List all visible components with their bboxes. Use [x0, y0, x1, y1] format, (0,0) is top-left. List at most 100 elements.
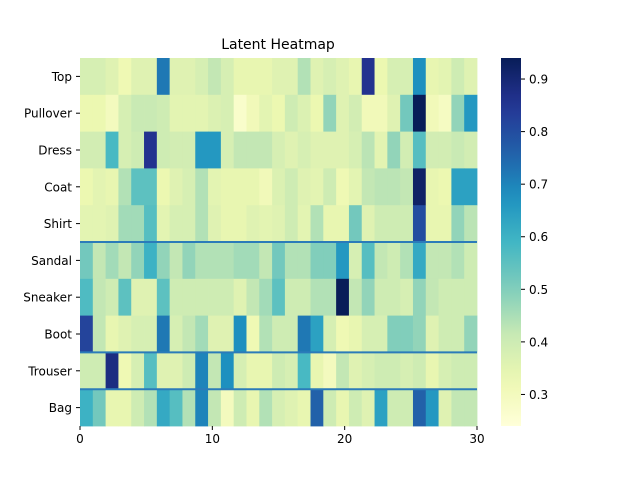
heatmap-cell [297, 205, 311, 243]
heatmap-cell [284, 315, 299, 353]
heatmap-cell [438, 278, 452, 316]
chart-title: Latent Heatmap [221, 37, 335, 53]
heatmap-cell [361, 352, 375, 390]
heatmap-cell [92, 278, 107, 316]
heatmap-cell [323, 94, 337, 132]
heatmap-cell [361, 58, 375, 96]
heatmap-cell [259, 352, 273, 390]
heatmap-cell [464, 131, 478, 169]
heatmap-cell [195, 58, 209, 96]
heatmap-cell [144, 58, 158, 96]
heatmap-cell [169, 58, 183, 96]
heatmap-cell [451, 205, 465, 243]
heatmap-cell [208, 278, 222, 316]
heatmap-cell [272, 168, 286, 206]
heatmap-cell [310, 131, 324, 169]
heatmap-cell [169, 389, 183, 427]
heatmap-cell [105, 352, 119, 390]
heatmap-cell [438, 389, 452, 427]
heatmap-cell [246, 278, 260, 316]
heatmap-cell [387, 94, 401, 132]
heatmap-cell [451, 58, 465, 96]
heatmap-cell [323, 58, 337, 96]
heatmap-cell [412, 205, 427, 243]
heatmap-cell [220, 352, 235, 390]
heatmap-cell [310, 242, 324, 280]
heatmap-cell [144, 168, 158, 206]
heatmap-cell [272, 205, 286, 243]
heatmap-cell [195, 168, 209, 206]
heatmap-cell [156, 389, 171, 427]
heatmap-cell [310, 352, 324, 390]
heatmap-cell [272, 389, 286, 427]
heatmap-cell [400, 242, 414, 280]
heatmap-cell [92, 205, 107, 243]
heatmap-cell [259, 278, 273, 316]
y-tick-label: Top [51, 70, 72, 84]
heatmap-cell [144, 352, 158, 390]
heatmap-cell [105, 278, 119, 316]
heatmap-cell [438, 205, 452, 243]
heatmap-cell [92, 94, 107, 132]
heatmap-cell [438, 58, 452, 96]
heatmap-cell [131, 352, 145, 390]
heatmap-cell [195, 315, 209, 353]
heatmap-cell [105, 168, 119, 206]
heatmap-cell [118, 242, 132, 280]
y-tick-label: Shirt [44, 217, 72, 231]
heatmap-cell [208, 389, 222, 427]
heatmap-cell [220, 94, 235, 132]
heatmap-cell [92, 315, 107, 353]
heatmap-cell [451, 278, 465, 316]
heatmap-cell [246, 58, 260, 96]
heatmap-cell [246, 352, 260, 390]
heatmap-cell [323, 278, 337, 316]
heatmap-cell [208, 58, 222, 96]
heatmap-cell [374, 278, 388, 316]
heatmap-cell [438, 352, 452, 390]
heatmap-cell [412, 315, 427, 353]
heatmap-cell [105, 242, 119, 280]
heatmap-cell [105, 58, 119, 96]
heatmap-cell [464, 58, 478, 96]
heatmap-cell [374, 58, 388, 96]
heatmap-cell [464, 315, 478, 353]
heatmap-cell [233, 131, 247, 169]
heatmap-cell [208, 315, 222, 353]
heatmap-cell [297, 131, 311, 169]
heatmap-cell [451, 168, 465, 206]
heatmap-cell [412, 278, 427, 316]
heatmap-cell [387, 131, 401, 169]
heatmap-cell [451, 94, 465, 132]
heatmap-cell [438, 94, 452, 132]
heatmap-cell [336, 389, 350, 427]
heatmap-cell [451, 389, 465, 427]
heatmap-cell [400, 315, 414, 353]
heatmap-cell [118, 352, 132, 390]
heatmap-cell [464, 389, 478, 427]
heatmap-cell [182, 352, 196, 390]
heatmap-cell [438, 131, 452, 169]
heatmap-cell [118, 389, 132, 427]
heatmap-cell [92, 168, 107, 206]
heatmap-cell [400, 131, 414, 169]
heatmap-cell [336, 315, 350, 353]
heatmap-cell [169, 242, 183, 280]
heatmap-cell [144, 94, 158, 132]
heatmap-cell [400, 352, 414, 390]
heatmap-cell [310, 94, 324, 132]
heatmap-cell [425, 242, 439, 280]
heatmap-cell [80, 278, 94, 316]
heatmap-cell [156, 168, 171, 206]
heatmap-cell [425, 352, 439, 390]
heatmap-cell [182, 278, 196, 316]
heatmap-cells [80, 58, 478, 427]
heatmap-cell [118, 94, 132, 132]
heatmap-cell [361, 315, 375, 353]
heatmap-cell [310, 58, 324, 96]
heatmap-cell [182, 389, 196, 427]
heatmap-cell [297, 389, 311, 427]
heatmap-cell [246, 94, 260, 132]
heatmap-cell [246, 205, 260, 243]
